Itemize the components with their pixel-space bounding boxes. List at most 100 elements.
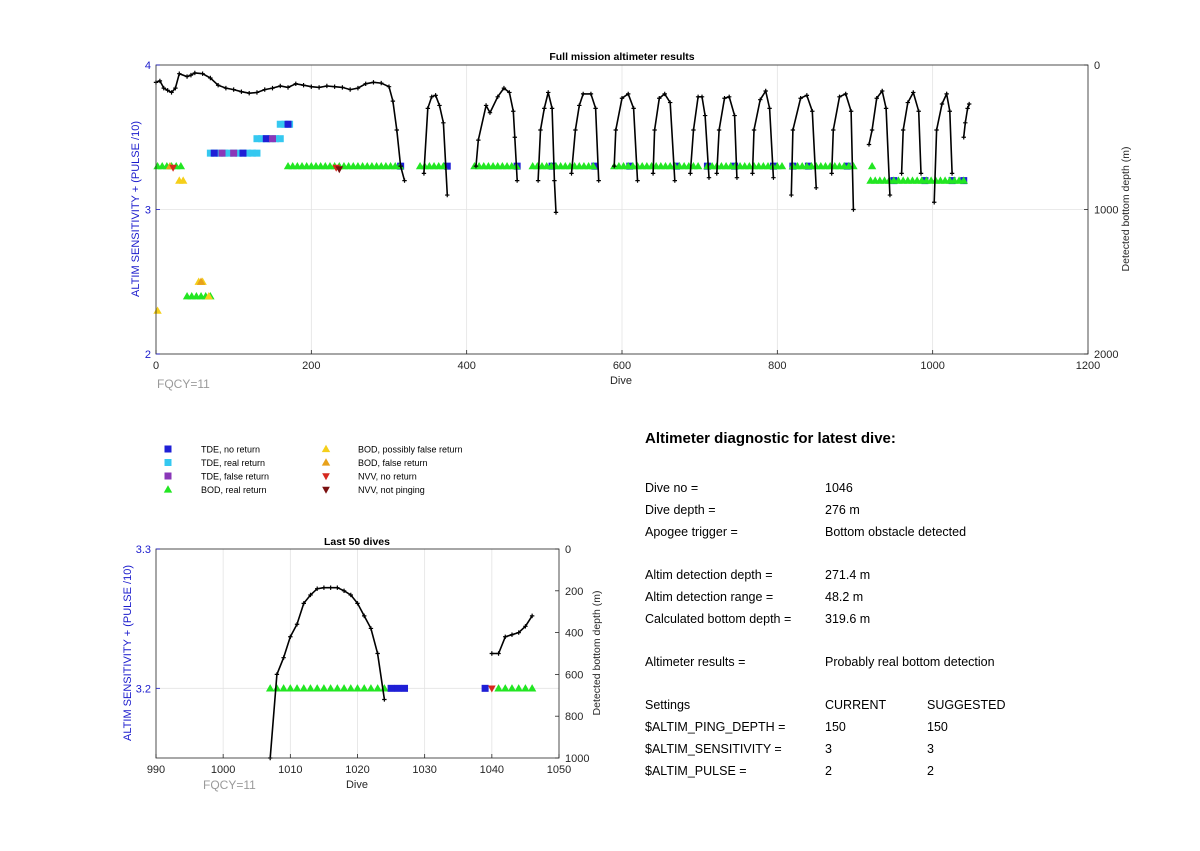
legend: TDE, no return TDE, real return TDE, false… (163, 445, 463, 495)
depth-point (301, 601, 306, 606)
depth-point (552, 178, 557, 183)
depth-point (231, 87, 236, 92)
depth-point (626, 91, 631, 97)
depth-point (944, 91, 949, 97)
setting-suggested: 3 (927, 742, 934, 756)
data-point (210, 149, 218, 157)
data-point (258, 135, 266, 143)
detection-depth-value: 271.4 m (825, 568, 871, 582)
depth-point (501, 85, 507, 91)
depth-point (843, 91, 848, 97)
depth-point (790, 127, 796, 133)
last-50-dives-title: Last 50 dives (324, 536, 390, 548)
depth-point (270, 85, 275, 91)
series-nvv-not-pinging (335, 166, 344, 174)
legend-marker-triangle-down (322, 473, 330, 481)
setting-current: 150 (825, 720, 846, 734)
depth-point (900, 127, 906, 133)
depth-point (874, 96, 879, 101)
data-point (272, 684, 282, 692)
y-right-tick-label: 800 (565, 711, 583, 723)
depth-point (473, 163, 479, 169)
depth-point (509, 632, 515, 637)
y-tick-label: 2 (145, 349, 151, 361)
last-50-dives-xlabel: Dive (346, 779, 368, 791)
data-point (335, 166, 344, 174)
data-point (239, 149, 247, 157)
depth-point (635, 178, 640, 183)
detection-depth-row: Altim detection depth = 271.4 m (645, 568, 1145, 590)
depth-point (394, 127, 399, 133)
data-point (777, 161, 787, 170)
dive-depth-label: Dive depth = (645, 503, 716, 517)
calculated-depth-label: Calculated bottom depth = (645, 612, 792, 626)
depth-point (726, 94, 732, 99)
depth-point (965, 106, 970, 111)
data-point (443, 162, 451, 170)
data-point (230, 149, 238, 157)
data-point (514, 684, 523, 692)
depth-point (340, 85, 345, 90)
data-point (481, 684, 489, 692)
series-bod-real-return (265, 684, 537, 692)
y-tick-label: 3.2 (136, 683, 151, 695)
depth-point (348, 592, 353, 598)
data-point (353, 684, 362, 692)
settings-header: Settings (645, 698, 691, 712)
detection-range-value: 48.2 m (825, 590, 864, 604)
full-mission-fqcy-annotation: FQCY=11 (157, 377, 210, 391)
data-point (306, 684, 315, 692)
depth-point (200, 71, 205, 76)
depth-point (247, 90, 252, 96)
data-point (169, 164, 177, 172)
y-tick-label: 3 (145, 205, 151, 217)
data-point (176, 161, 186, 170)
data-point (849, 161, 858, 170)
data-point (292, 684, 302, 692)
depth-point (699, 94, 705, 99)
depth-point (751, 127, 757, 133)
data-point (262, 135, 270, 143)
last-50-dives-chart: 990 1000 1010 1020 1030 1040 1050 3.2 3.3 0 200 400… (122, 536, 603, 792)
depth-point (763, 88, 768, 94)
altimeter-results-label: Altimeter results = (645, 655, 746, 669)
full-mission-ylabel: ALTIM SENSITIVITY + (PULSE /10) (130, 121, 142, 297)
depth-point (899, 171, 904, 176)
depth-point (496, 651, 501, 656)
depth-point (879, 88, 885, 94)
y-right-tick-label: 1000 (1094, 205, 1118, 217)
depth-line-segment (830, 92, 855, 210)
data-point (507, 684, 517, 692)
setting-current: 3 (825, 742, 832, 756)
data-point (284, 120, 292, 128)
data-point (265, 684, 275, 692)
depth-point (375, 651, 380, 656)
depth-point (804, 93, 810, 98)
data-point (234, 149, 242, 157)
depth-point (507, 90, 512, 95)
depth-point (631, 106, 636, 111)
depth-point (949, 171, 955, 176)
y-tick-label: 4 (145, 60, 151, 72)
detection-range-row: Altim detection range = 48.2 m (645, 590, 1145, 612)
depth-point (650, 171, 656, 176)
depth-point (732, 113, 737, 118)
depth-point (362, 613, 367, 619)
depth-point (347, 87, 353, 92)
depth-point (553, 210, 559, 215)
depth-point (316, 85, 322, 90)
legend-marker-triangle-up (321, 458, 331, 466)
legend-item: BOD, real return (163, 485, 267, 495)
data-point (279, 684, 288, 692)
depth-line-segment (475, 86, 518, 181)
depth-point (177, 71, 182, 76)
last-50-dives-fqcy-annotation: FQCY=11 (203, 778, 256, 792)
depth-point (596, 178, 601, 183)
x-tick-label: 1000 (920, 360, 944, 372)
series-detected-bottom-depth (153, 70, 972, 215)
x-tick-label: 1200 (1076, 360, 1100, 372)
depth-point (966, 101, 972, 107)
depth-point (535, 178, 541, 183)
data-point (276, 135, 284, 143)
legend-label: BOD, false return (358, 458, 428, 468)
